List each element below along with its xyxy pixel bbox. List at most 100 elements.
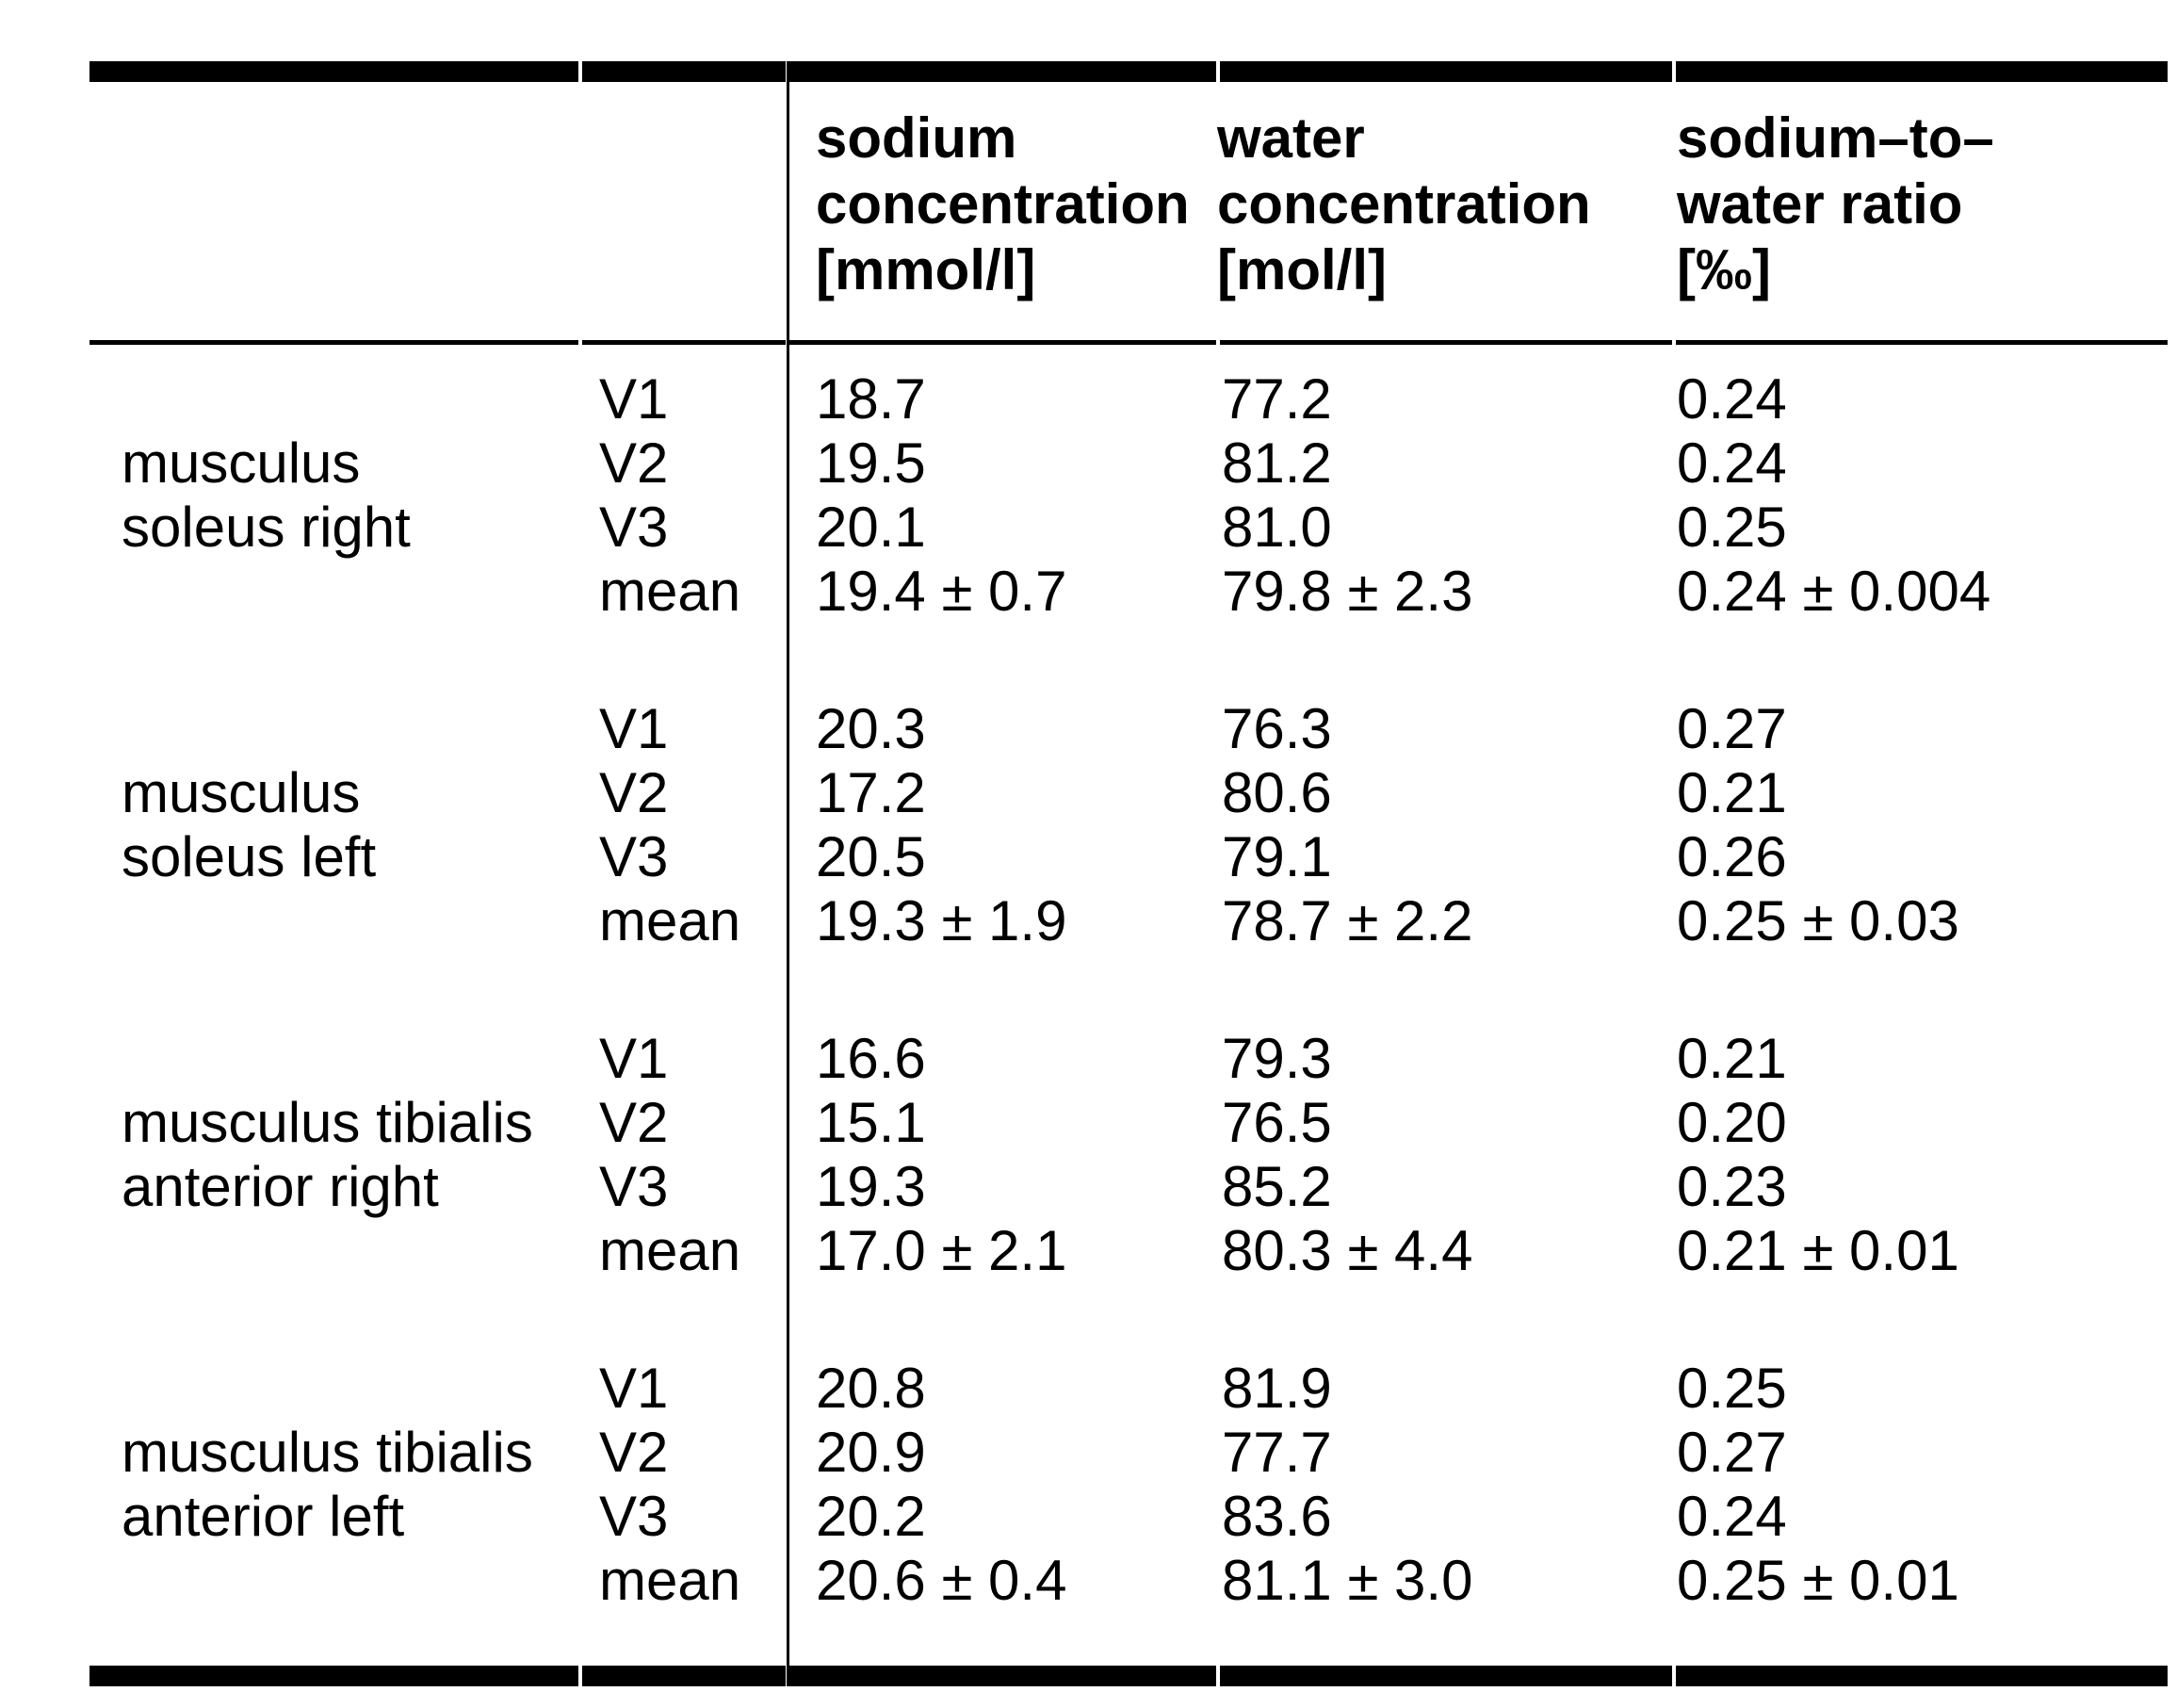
visit-label: mean <box>599 1549 741 1612</box>
muscle-name-line: soleus right <box>122 496 411 559</box>
visit-label: V1 <box>599 697 669 760</box>
visit-label: V2 <box>599 431 669 495</box>
visit-label: V1 <box>599 367 669 431</box>
ratio-mean-value: 0.25 ± 0.03 <box>1677 889 1959 952</box>
rule-segment <box>789 61 1216 82</box>
sodium-value: 20.9 <box>816 1421 926 1484</box>
muscle-name: musculus soleus left <box>122 697 376 889</box>
ratio-value: 0.26 <box>1677 825 1787 888</box>
rule-segment <box>89 1666 578 1686</box>
sodium-value: 20.3 <box>816 697 926 760</box>
sodium-values: 20.3 17.2 20.5 19.3 ± 1.9 <box>816 697 1066 953</box>
rule-segment <box>789 340 1216 345</box>
rule-segment <box>1676 340 2168 345</box>
water-value: 79.1 <box>1222 825 1332 888</box>
muscle-name-line: soleus left <box>122 825 377 888</box>
ratio-value: 0.27 <box>1677 697 1787 760</box>
table-top-rule <box>89 61 2168 82</box>
sodium-values: 20.8 20.9 20.2 20.6 ± 0.4 <box>816 1357 1066 1613</box>
visit-label: V3 <box>599 825 669 888</box>
header-line: sodium <box>816 106 1017 170</box>
ratio-values: 0.27 0.21 0.26 0.25 ± 0.03 <box>1677 697 1959 953</box>
sodium-value: 19.3 <box>816 1155 926 1218</box>
water-mean-value: 78.7 ± 2.2 <box>1222 889 1473 952</box>
sodium-value: 17.2 <box>816 761 926 824</box>
ratio-value: 0.25 <box>1677 1357 1787 1420</box>
sodium-values: 18.7 19.5 20.1 19.4 ± 0.7 <box>816 367 1066 624</box>
table-block-soleus-left: musculus soleus left V1 V2 V3 mean 20.3 … <box>0 697 2177 953</box>
ratio-values: 0.21 0.20 0.23 0.21 ± 0.01 <box>1677 1027 1959 1283</box>
water-value: 76.3 <box>1222 697 1332 760</box>
water-mean-value: 80.3 ± 4.4 <box>1222 1219 1473 1282</box>
visit-labels: V1 V2 V3 mean <box>599 1357 740 1613</box>
header-separator-rule <box>89 340 2168 345</box>
rule-segment <box>1676 61 2168 82</box>
ratio-values: 0.24 0.24 0.25 0.24 ± 0.004 <box>1677 367 1990 624</box>
visit-label: V2 <box>599 1421 669 1484</box>
muscle-name: musculus tibialis anterior left <box>122 1357 533 1549</box>
column-header-sodium-concentration: sodium concentration [mmol/l] <box>816 106 1190 303</box>
visit-label: mean <box>599 560 741 623</box>
sodium-mean-value: 20.6 ± 0.4 <box>816 1549 1067 1612</box>
ratio-value: 0.24 <box>1677 1485 1787 1548</box>
rule-segment <box>1676 1666 2168 1686</box>
ratio-value: 0.27 <box>1677 1421 1787 1484</box>
rule-segment <box>1220 61 1672 82</box>
visit-label: V2 <box>599 1091 669 1154</box>
visit-labels: V1 V2 V3 mean <box>599 1027 740 1283</box>
water-value: 85.2 <box>1222 1155 1332 1218</box>
visit-label: V3 <box>599 496 669 559</box>
table-block-tibialis-anterior-left: musculus tibialis anterior left V1 V2 V3… <box>0 1357 2177 1613</box>
column-header-sodium-to-water-ratio: sodium–to– water ratio [‰] <box>1677 106 1994 303</box>
sodium-value: 16.6 <box>816 1027 926 1090</box>
rule-segment <box>89 61 578 82</box>
ratio-mean-value: 0.25 ± 0.01 <box>1677 1549 1959 1612</box>
header-line: concentration <box>816 172 1190 236</box>
rule-segment <box>582 1666 786 1686</box>
sodium-value: 19.5 <box>816 431 926 495</box>
sodium-value: 18.7 <box>816 367 926 431</box>
sodium-value: 20.8 <box>816 1357 926 1420</box>
table-block-soleus-right: musculus soleus right V1 V2 V3 mean 18.7… <box>0 367 2177 624</box>
visit-labels: V1 V2 V3 mean <box>599 697 740 953</box>
sodium-mean-value: 19.3 ± 1.9 <box>816 889 1067 952</box>
visit-label: mean <box>599 889 741 952</box>
sodium-mean-value: 17.0 ± 2.1 <box>816 1219 1067 1282</box>
sodium-mean-value: 19.4 ± 0.7 <box>816 560 1067 623</box>
muscle-name-line: musculus tibialis <box>122 1421 533 1484</box>
muscle-name-line: musculus tibialis <box>122 1091 533 1154</box>
visit-labels: V1 V2 V3 mean <box>599 367 740 624</box>
column-header-water-concentration: water concentration [mol/l] <box>1217 106 1591 303</box>
water-value: 77.2 <box>1222 367 1332 431</box>
muscle-name-line: musculus <box>122 761 361 824</box>
sodium-value: 20.1 <box>816 496 926 559</box>
water-values: 76.3 80.6 79.1 78.7 ± 2.2 <box>1222 697 1472 953</box>
column-divider-rule <box>787 61 789 1686</box>
rule-segment <box>1220 340 1672 345</box>
visit-label: mean <box>599 1219 741 1282</box>
visit-label: V1 <box>599 1027 669 1090</box>
header-line: concentration <box>1217 172 1591 236</box>
visit-label: V2 <box>599 761 669 824</box>
rule-segment <box>582 340 786 345</box>
rule-segment <box>789 1666 1216 1686</box>
rule-segment <box>1220 1666 1672 1686</box>
water-mean-value: 79.8 ± 2.3 <box>1222 560 1473 623</box>
water-value: 81.0 <box>1222 496 1332 559</box>
ratio-mean-value: 0.21 ± 0.01 <box>1677 1219 1959 1282</box>
ratio-value: 0.24 <box>1677 367 1787 431</box>
rule-segment <box>89 340 578 345</box>
water-value: 80.6 <box>1222 761 1332 824</box>
water-values: 77.2 81.2 81.0 79.8 ± 2.3 <box>1222 367 1472 624</box>
muscle-name-line: anterior right <box>122 1155 439 1218</box>
water-value: 81.2 <box>1222 431 1332 495</box>
ratio-value: 0.21 <box>1677 1027 1787 1090</box>
visit-label: V3 <box>599 1485 669 1548</box>
header-line: [mol/l] <box>1217 238 1387 301</box>
visit-label: V1 <box>599 1357 669 1420</box>
sodium-value: 20.5 <box>816 825 926 888</box>
sodium-value: 15.1 <box>816 1091 926 1154</box>
visit-label: V3 <box>599 1155 669 1218</box>
header-line: water <box>1217 106 1365 170</box>
water-values: 81.9 77.7 83.6 81.1 ± 3.0 <box>1222 1357 1472 1613</box>
